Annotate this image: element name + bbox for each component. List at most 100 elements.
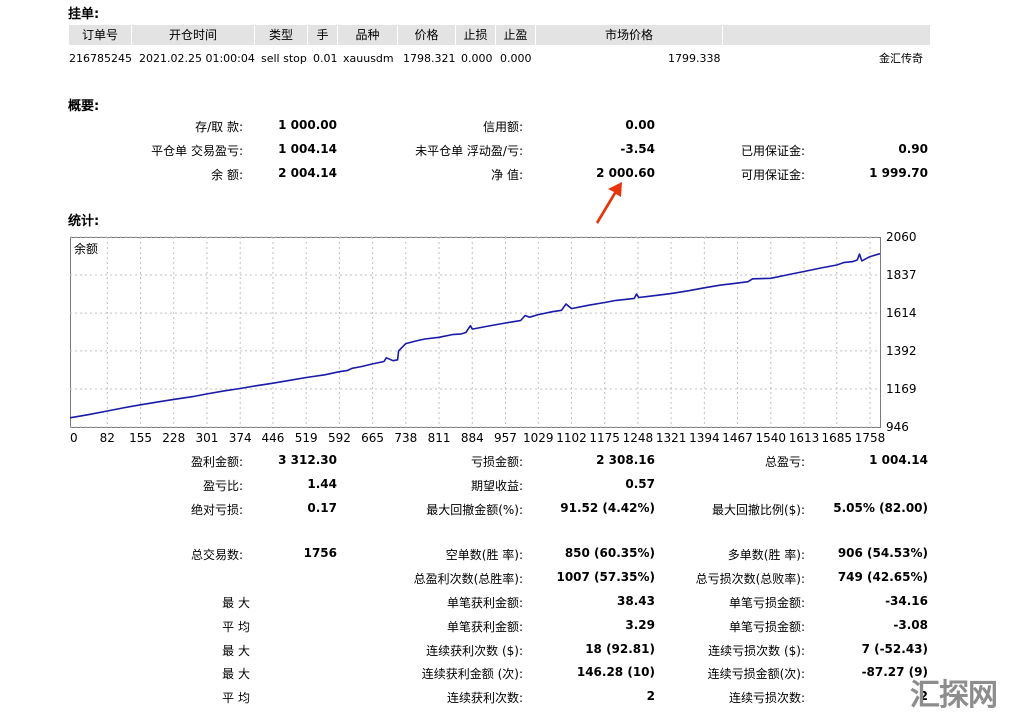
x-tick-label: 957 bbox=[494, 431, 517, 445]
summary-title: 概要: bbox=[68, 99, 100, 114]
x-tick-label: 1248 bbox=[623, 431, 654, 445]
short-positions-value: 850 (60.35%) bbox=[564, 546, 655, 560]
loss-trades-label: 总亏损次数(总败率): bbox=[695, 572, 805, 586]
col-header-tp[interactable]: 止盈 bbox=[495, 25, 535, 45]
y-tick-label: 1169 bbox=[886, 382, 917, 396]
balance-value: 2 004.14 bbox=[278, 166, 337, 180]
annotation-arrow-icon bbox=[596, 182, 622, 224]
x-tick-label: 1394 bbox=[689, 431, 720, 445]
max-drawdown-label: 最大回撤金额(%): bbox=[426, 503, 523, 517]
gross-profit-label: 盈利金额: bbox=[190, 455, 243, 469]
order-comment: 金汇传奇 bbox=[879, 52, 923, 65]
statistics-title: 统计: bbox=[68, 214, 100, 229]
y-tick-label: 1837 bbox=[886, 268, 917, 282]
absolute-drawdown-value: 0.17 bbox=[307, 501, 337, 515]
x-tick-label: 592 bbox=[328, 431, 351, 445]
average-consecutive-wins-value: 2 bbox=[646, 689, 655, 703]
relative-drawdown-value: 5.05% (82.00) bbox=[833, 501, 928, 515]
equity-value: 2 000.60 bbox=[596, 166, 655, 180]
y-tick-label: 1392 bbox=[886, 344, 917, 358]
x-tick-label: 1758 bbox=[855, 431, 886, 445]
x-tick-label: 228 bbox=[162, 431, 185, 445]
average-consecutive-row-label: 平 均 bbox=[222, 691, 250, 705]
gross-loss-value: 2 308.16 bbox=[596, 453, 655, 467]
loss-trades-value: 749 (42.65%) bbox=[837, 570, 928, 584]
max-consecutive-row-label: 最 大 bbox=[222, 644, 250, 658]
x-tick-label: 1613 bbox=[789, 431, 820, 445]
max-consecutive-profit-value: 146.28 (10) bbox=[576, 665, 655, 679]
x-tick-label: 1321 bbox=[656, 431, 687, 445]
x-tick-label: 1685 bbox=[821, 431, 852, 445]
col-header-ticket[interactable]: 订单号 bbox=[68, 25, 131, 45]
order-ticket: 216785245 bbox=[69, 52, 132, 65]
deposit-value: 1 000.00 bbox=[278, 118, 337, 132]
long-positions-value: 906 (54.53%) bbox=[837, 546, 928, 560]
credit-value: 0.00 bbox=[625, 118, 655, 132]
balance-chart-svg: 2060 1837 1614 1392 1169 946 0 82 155 228 301 374 44… bbox=[69, 230, 917, 445]
total-net-label: 总盈亏: bbox=[764, 455, 805, 469]
order-symbol: xauusdm bbox=[343, 52, 394, 65]
relative-drawdown-label: 最大回撤比例($): bbox=[711, 503, 805, 517]
col-header-lots[interactable]: 手 bbox=[307, 25, 337, 45]
x-tick-label: 155 bbox=[129, 431, 152, 445]
y-tick-label: 1614 bbox=[886, 306, 917, 320]
floating-pl-value: -3.54 bbox=[620, 142, 655, 156]
total-trades-value: 1756 bbox=[303, 546, 337, 560]
chart-title-label: 余额 bbox=[74, 241, 98, 256]
x-tick-label: 665 bbox=[361, 431, 384, 445]
average-loss-value: -3.08 bbox=[893, 618, 928, 632]
profit-trades-value: 1007 (57.35%) bbox=[556, 570, 655, 584]
average-profit-value: 3.29 bbox=[625, 618, 655, 632]
x-tick-label: 0 bbox=[70, 431, 78, 445]
largest-profit-value: 38.43 bbox=[617, 594, 655, 608]
y-tick-label: 946 bbox=[886, 420, 909, 434]
expected-payoff-label: 期望收益: bbox=[470, 479, 523, 493]
x-tick-label: 1467 bbox=[722, 431, 753, 445]
x-tick-label: 1102 bbox=[556, 431, 587, 445]
col-header-sl[interactable]: 止损 bbox=[455, 25, 495, 45]
average-loss-label: 单笔亏损金额: bbox=[728, 620, 805, 634]
expected-payoff-value: 0.57 bbox=[625, 477, 655, 491]
x-tick-label: 446 bbox=[262, 431, 285, 445]
max-consecutive-wins-label: 连续获利次数 ($): bbox=[426, 644, 523, 658]
col-header-comment[interactable] bbox=[722, 25, 930, 45]
average-profit-label: 单笔获利金额: bbox=[446, 620, 523, 634]
average-consecutive-wins-label: 连续获利次数: bbox=[446, 691, 523, 705]
x-tick-label: 884 bbox=[461, 431, 484, 445]
col-header-open-time[interactable]: 开仓时间 bbox=[131, 25, 254, 45]
deposit-label: 存/取 款: bbox=[195, 120, 243, 134]
average-consecutive-losses-value: 2 bbox=[919, 689, 928, 703]
gross-profit-value: 3 312.30 bbox=[278, 453, 337, 467]
x-tick-label: 1540 bbox=[756, 431, 787, 445]
largest-loss-label: 单笔亏损金额: bbox=[728, 596, 805, 610]
total-net-value: 1 004.14 bbox=[869, 453, 928, 467]
x-tick-label: 1175 bbox=[589, 431, 620, 445]
floating-pl-label: 未平仓单 浮动盈/亏: bbox=[415, 144, 523, 158]
max-consecutive-amount-row-label: 最 大 bbox=[222, 667, 250, 681]
credit-label: 信用额: bbox=[482, 120, 523, 134]
max-drawdown-value: 91.52 (4.42%) bbox=[560, 501, 655, 515]
closed-pl-label: 平仓单 交易盈亏: bbox=[151, 144, 243, 158]
col-header-price[interactable]: 价格 bbox=[397, 25, 455, 45]
order-type: sell stop bbox=[261, 52, 307, 65]
watermark-logo: 汇探网 bbox=[910, 678, 998, 713]
balance-label: 余 额: bbox=[211, 168, 243, 182]
x-tick-label: 811 bbox=[428, 431, 451, 445]
col-header-type[interactable]: 类型 bbox=[254, 25, 307, 45]
col-header-market-price[interactable]: 市场价格 bbox=[535, 25, 722, 45]
chart-plot-area bbox=[70, 237, 881, 428]
max-consecutive-loss-value: -87.27 (9) bbox=[861, 665, 928, 679]
order-sl: 0.000 bbox=[461, 52, 493, 65]
x-tick-label: 82 bbox=[100, 431, 115, 445]
max-consecutive-profit-label: 连续获利金额 (次): bbox=[421, 667, 523, 681]
closed-pl-value: 1 004.14 bbox=[278, 142, 337, 156]
max-consecutive-loss-label: 连续亏损金额(次): bbox=[707, 667, 805, 681]
pending-orders-title: 挂单: bbox=[68, 7, 100, 22]
largest-row-label: 最 大 bbox=[222, 596, 250, 610]
col-header-symbol[interactable]: 品种 bbox=[337, 25, 397, 45]
max-consecutive-wins-value: 18 (92.81) bbox=[585, 642, 655, 656]
margin-label: 已用保证金: bbox=[740, 144, 805, 158]
order-price: 1798.321 bbox=[403, 52, 456, 65]
balance-chart: 2060 1837 1614 1392 1169 946 0 82 155 228 301 374 44… bbox=[69, 230, 917, 447]
largest-loss-value: -34.16 bbox=[885, 594, 928, 608]
